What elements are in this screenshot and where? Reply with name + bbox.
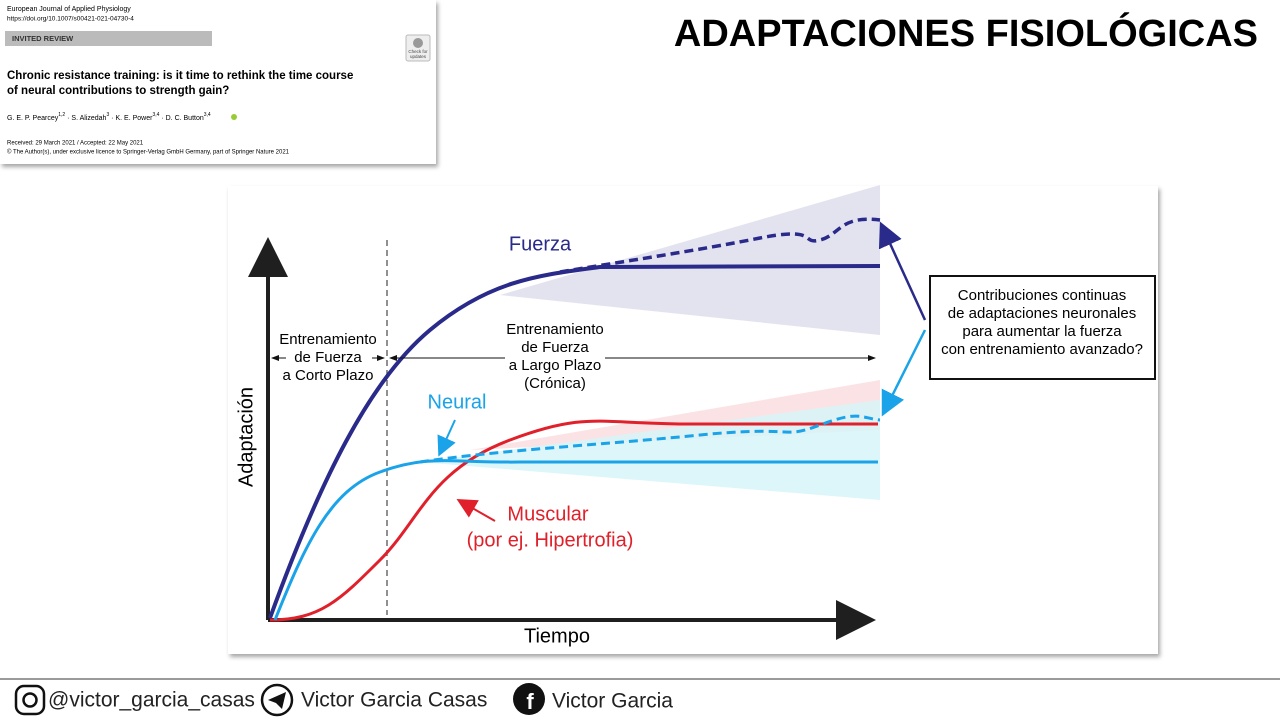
- muscle-pointer: [456, 499, 496, 522]
- muscle-label: (por ej. Hipertrofia): [467, 529, 634, 551]
- paper-title: of neural contributions to strength gain…: [7, 85, 229, 97]
- callout-arrow: [881, 329, 927, 417]
- badge-text: updates: [410, 54, 427, 59]
- received: Received: 29 March 2021 / Accepted: 22 M…: [7, 141, 144, 147]
- instagram-icon-lens: [22, 692, 38, 708]
- callout-arrow: [878, 221, 927, 321]
- author-name: G. E. P. Pearcey: [7, 115, 59, 122]
- facebook-name: Victor Garcia: [552, 690, 673, 713]
- author-affiliation: 3,4: [152, 112, 159, 118]
- section: INVITED REVIEW: [12, 34, 74, 43]
- neural-label: Neural: [428, 391, 487, 413]
- short-term-label: Entrenamiento: [279, 331, 377, 348]
- paper-header: European Journal of Applied Physiology h…: [0, 0, 436, 164]
- callout-text: para aumentar la fuerza: [962, 323, 1122, 340]
- instagram-icon: [14, 684, 46, 716]
- telegram-name: Victor Garcia Casas: [301, 689, 487, 712]
- paper-title: Chronic resistance training: is it time …: [7, 70, 353, 82]
- strength-continued: [559, 217, 881, 274]
- copyright: © The Author(s), under exclusive licence…: [7, 149, 290, 156]
- short-term-label: de Fuerza: [294, 349, 362, 366]
- long-term-label: a Largo Plazo: [509, 357, 602, 374]
- paper-card: [0, 0, 436, 164]
- muscle-curve: [269, 419, 878, 622]
- author-affiliation: 1,2: [58, 112, 65, 118]
- diagram: Adaptación Tiempo Entrenamiento de Fuerz…: [228, 185, 1158, 654]
- slide-title: ADAPTACIONES FISIOLÓGICAS: [674, 11, 1258, 55]
- callout-box: [929, 275, 1156, 380]
- facebook-icon: [513, 683, 545, 715]
- section-bar: [5, 31, 212, 46]
- short-term-label: a Corto Plazo: [283, 367, 374, 384]
- authors: G. E. P. Pearcey1,2​ · S. Alizedah3​ · K…: [7, 112, 211, 122]
- author-name: K. E. Power: [115, 115, 153, 122]
- author-name: D. C. Button: [166, 115, 204, 122]
- separator: ·: [159, 115, 165, 122]
- author-affiliation: 3: [106, 112, 109, 118]
- badge-text: Check for: [408, 49, 428, 54]
- facebook-glyph: f: [526, 689, 534, 714]
- instagram-handle: @victor_garcia_casas: [48, 689, 255, 712]
- callout-text: de adaptaciones neuronales: [948, 305, 1136, 322]
- orcid: [231, 114, 237, 120]
- telegram-icon: [260, 683, 294, 717]
- callout-text: Contribuciones continuas: [958, 287, 1126, 304]
- separator: ·: [109, 115, 115, 122]
- strength-label: Fuerza: [509, 233, 572, 255]
- journal: European Journal of Applied Physiology: [7, 6, 131, 13]
- neural-pointer: [437, 419, 456, 457]
- badge-icon: [413, 38, 423, 48]
- muscle-label: Muscular: [507, 503, 588, 525]
- separator: ·: [65, 115, 71, 122]
- neural-curve: [273, 459, 878, 621]
- long-term-label: Entrenamiento: [506, 321, 604, 338]
- author-affiliation: 3,4: [204, 112, 211, 118]
- neural-continued: [419, 414, 881, 464]
- doi: https://doi.org/10.1007/s00421-021-04730…: [7, 16, 134, 23]
- y-axis-label: Adaptación: [235, 387, 257, 487]
- long-term-label: de Fuerza: [521, 339, 589, 356]
- x-axis-label: Tiempo: [524, 625, 590, 647]
- long-term-label: (Crónica): [524, 375, 586, 392]
- strength-range: [500, 185, 880, 335]
- strength-curve: [268, 264, 881, 619]
- callout-text: con entrenamiento avanzado?: [941, 341, 1143, 358]
- telegram-plane: [268, 692, 286, 709]
- author-name: S. Alizedah: [71, 115, 106, 122]
